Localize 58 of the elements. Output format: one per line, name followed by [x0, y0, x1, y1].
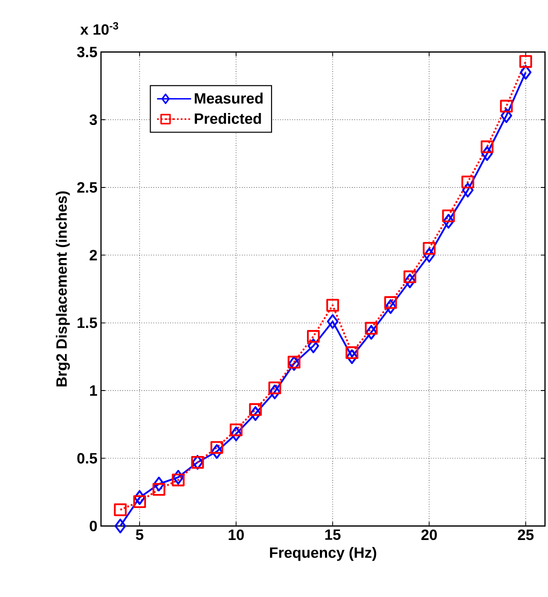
point: [306, 330, 320, 343]
x-tick-label: 5: [136, 530, 144, 540]
y-axis-title: Brg2 Displacement (inches): [56, 191, 70, 386]
point: [384, 299, 396, 314]
x-tick-label: 20: [421, 530, 437, 540]
y-tick-label: 1: [90, 385, 98, 396]
point: [210, 441, 224, 454]
point: [230, 423, 243, 436]
x-tick-label: 25: [518, 530, 534, 540]
point: [114, 518, 126, 534]
point: [442, 214, 454, 229]
point: [519, 55, 532, 68]
point: [404, 273, 416, 288]
y-tick-label: 0: [90, 520, 97, 532]
point: [481, 146, 493, 161]
point: [480, 140, 494, 154]
y-tick-label: 3.5: [77, 46, 98, 58]
y-tick-label: 2.5: [77, 182, 98, 193]
point: [250, 406, 262, 421]
point: [423, 248, 435, 263]
point: [461, 176, 474, 188]
point: [133, 495, 146, 508]
point: [268, 381, 282, 394]
point: [500, 108, 512, 124]
legend-label: Predicted: [194, 112, 261, 124]
legend-label: Measured: [194, 92, 263, 104]
point: [364, 322, 378, 335]
point: [172, 470, 184, 485]
x-tick-label: 15: [325, 530, 341, 540]
x-axis-title: Frequency (Hz): [270, 546, 376, 561]
point: [384, 296, 397, 309]
y-tick-label: 0.5: [77, 452, 98, 464]
point: [366, 324, 378, 340]
point: [520, 64, 532, 80]
point: [422, 242, 436, 255]
point: [500, 100, 513, 113]
point: [268, 384, 280, 400]
point: [403, 270, 416, 284]
point: [346, 346, 358, 360]
point: [114, 503, 127, 516]
point: [211, 444, 223, 459]
point: [134, 490, 146, 505]
y-tick-label: 2: [90, 250, 97, 260]
point: [326, 314, 338, 329]
x-tick-label: 10: [228, 530, 244, 540]
point: [326, 298, 340, 312]
point: [346, 349, 358, 364]
point: [462, 182, 474, 198]
point: [153, 476, 165, 492]
point: [172, 474, 185, 486]
point: [152, 483, 166, 496]
y-tick-label: 1.5: [78, 318, 98, 328]
y-tick-label: 3: [90, 114, 97, 126]
point: [249, 403, 262, 416]
point: [230, 426, 242, 442]
point: [308, 338, 320, 354]
text: x 10$^{-3}$: [80, 22, 118, 35]
point: [442, 209, 455, 222]
